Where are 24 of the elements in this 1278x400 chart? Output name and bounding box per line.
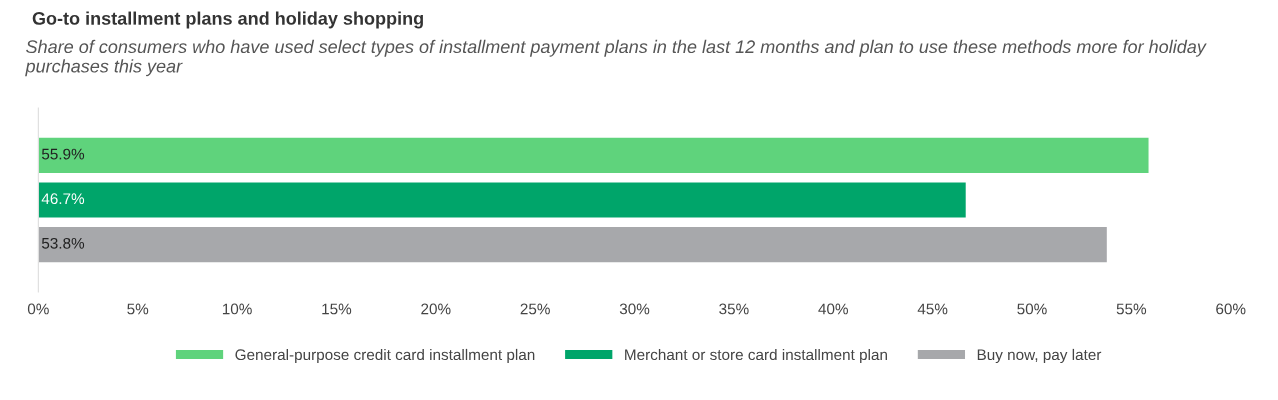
x-tick-label: 60% <box>1216 303 1246 315</box>
bar <box>38 136 1150 175</box>
text: 53.8% <box>41 237 85 249</box>
x-tick-label: 10% <box>222 303 252 315</box>
chart-title: Go-to installment plans and holiday shopping <box>32 11 423 29</box>
x-tick-label: 40% <box>818 303 848 315</box>
x-tick-label: 35% <box>719 303 749 315</box>
legend-label: General-purpose credit card installment plan <box>235 348 535 364</box>
x-tick-label: 45% <box>917 303 948 315</box>
x-tick-label: 5% <box>127 303 149 315</box>
x-tick-label: 50% <box>1017 303 1047 315</box>
bar <box>38 181 968 219</box>
text: 55.9% <box>41 148 85 160</box>
x-tick-label: 30% <box>619 303 650 315</box>
x-tick-label: 20% <box>421 303 451 315</box>
text: 46.7% <box>41 193 85 205</box>
legend-label: Merchant or store card installment plan <box>625 348 887 364</box>
x-tick-label: 25% <box>520 303 550 315</box>
legend-label: Buy now, pay later <box>977 348 1102 364</box>
x-tick-label: 15% <box>322 303 352 315</box>
x-tick-label: 55% <box>1116 303 1147 315</box>
chart-subtitle: Share of consumers who have used select types of installment payment plans in the last 12 months and plan to use these methods more for holiday purchases this year <box>25 39 1207 77</box>
bar <box>38 225 1109 264</box>
x-tick-label: 0% <box>27 303 49 315</box>
